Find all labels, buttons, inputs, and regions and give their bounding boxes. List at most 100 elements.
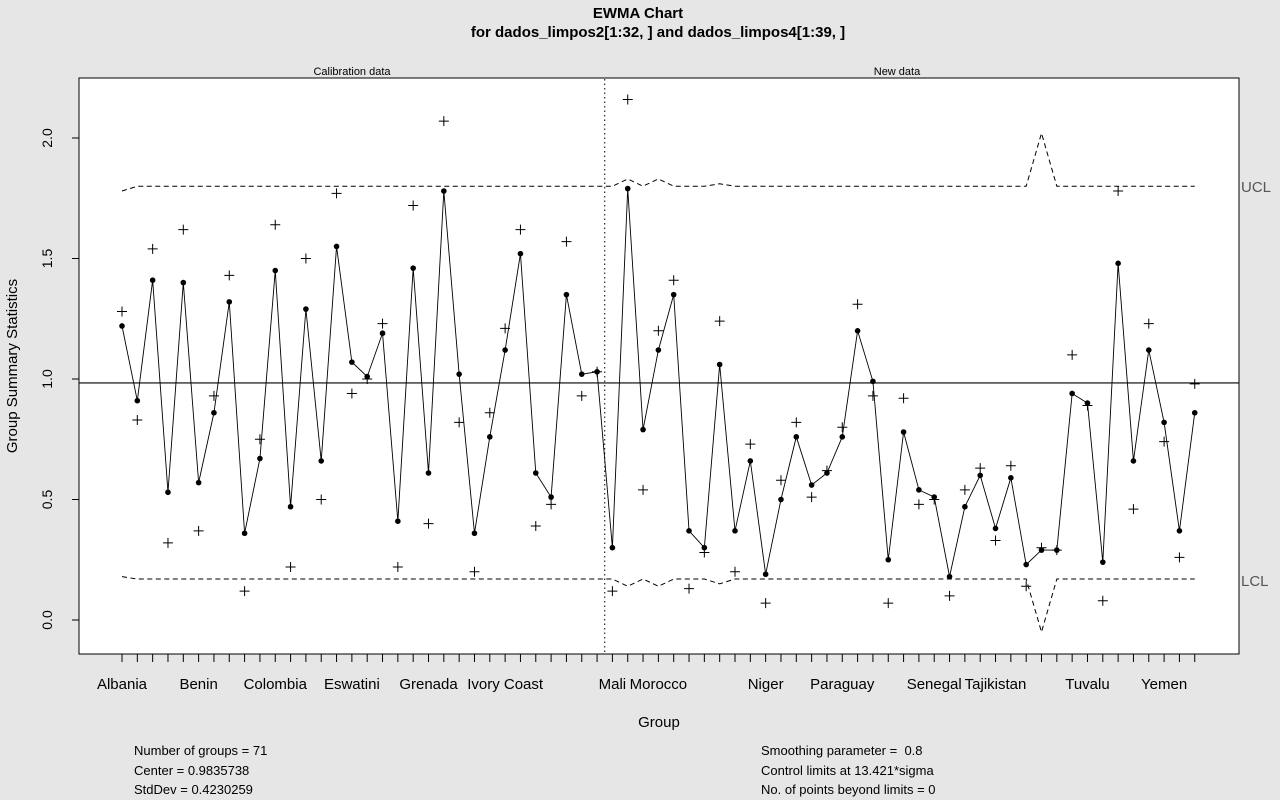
ewma-point xyxy=(793,434,800,440)
ewma-point xyxy=(854,328,861,334)
ewma-point xyxy=(379,330,386,337)
statistic-point xyxy=(929,494,940,505)
statistic-point xyxy=(775,475,786,486)
ewma-point xyxy=(992,525,999,532)
ewma-point xyxy=(916,487,922,493)
y-tick-label: 0.0 xyxy=(39,610,55,630)
statistic-point xyxy=(561,236,572,247)
ewma-point xyxy=(762,571,769,578)
statistic-point xyxy=(837,422,848,433)
statistic-point xyxy=(883,598,894,609)
statistic-point xyxy=(132,414,143,425)
statistic-point xyxy=(1082,400,1093,411)
chart-title: EWMA Chart xyxy=(593,5,683,22)
y-tick-label: 0.5 xyxy=(39,490,55,510)
ewma-point xyxy=(885,556,892,563)
ewma-point xyxy=(517,250,524,257)
stat-control-limits: Control limits at 13.421*sigma xyxy=(761,763,934,778)
ucl-label: UCL xyxy=(1241,179,1271,196)
y-tick-label: 1.5 xyxy=(39,249,55,269)
ewma-point xyxy=(747,458,754,464)
statistic-point xyxy=(1143,318,1154,329)
ewma-point xyxy=(686,528,692,534)
ewma-point xyxy=(257,455,263,462)
ewma-point xyxy=(333,243,340,250)
ewma-point xyxy=(548,494,554,500)
data-series xyxy=(117,94,1200,609)
statistic-point xyxy=(515,224,526,235)
x-tick-label: Tuvalu xyxy=(1065,676,1109,693)
ewma-point xyxy=(119,323,125,329)
statistic-point xyxy=(454,417,465,428)
statistic-point xyxy=(1036,542,1047,553)
ewma-point xyxy=(425,470,432,476)
x-tick-label: Eswatini xyxy=(324,676,380,693)
y-axis-label: Group Summary Statistics xyxy=(4,279,21,453)
ewma-point xyxy=(149,277,156,283)
statistic-point xyxy=(1174,552,1185,563)
ewma-point xyxy=(134,397,141,404)
statistic-point xyxy=(1005,460,1016,471)
statistic-point xyxy=(438,116,449,127)
statistic-point xyxy=(806,492,817,503)
statistic-point xyxy=(975,463,986,474)
statistic-point xyxy=(147,243,158,254)
statistic-point xyxy=(546,499,557,510)
ewma-point xyxy=(349,359,355,365)
statistic-point xyxy=(898,393,909,404)
plot-area xyxy=(78,77,1240,655)
ewma-point xyxy=(241,530,248,537)
statistic-point xyxy=(622,94,633,105)
ewma-point xyxy=(456,371,462,377)
statistic-point xyxy=(377,318,388,329)
statistic-point xyxy=(224,270,235,281)
ewma-point xyxy=(272,267,279,274)
statistic-point xyxy=(607,586,618,597)
ewma-point xyxy=(655,347,662,353)
statistic-point xyxy=(684,583,695,594)
statistic-point xyxy=(500,323,511,334)
ewma-point xyxy=(1191,409,1198,416)
ewma-point xyxy=(578,371,585,377)
stat-stddev: StdDev = 0.4230259 xyxy=(134,782,253,797)
ewma-point xyxy=(732,528,738,534)
statistic-point xyxy=(346,388,357,399)
x-tick-label: Niger xyxy=(748,676,784,693)
ewma-point xyxy=(1008,475,1014,481)
x-tick-label: Ivory Coast xyxy=(467,676,544,693)
statistic-point xyxy=(990,535,1001,546)
ewma-point xyxy=(471,530,478,537)
ewma-point xyxy=(1115,260,1121,267)
statistic-point xyxy=(469,566,480,577)
ewma-point xyxy=(900,429,907,435)
stat-number-of-groups: Number of groups = 71 xyxy=(134,743,268,758)
ewma-point xyxy=(180,279,187,286)
statistic-point xyxy=(484,407,495,418)
ewma-point xyxy=(532,470,539,476)
ewma-point xyxy=(563,291,570,298)
ewma-point xyxy=(502,347,508,353)
statistic-point xyxy=(208,390,219,401)
ewma-point xyxy=(211,409,217,416)
chart-subtitle: for dados_limpos2[1:32, ] and dados_limp… xyxy=(471,24,845,41)
x-tick-label: Albania xyxy=(97,676,148,693)
statistic-point xyxy=(362,374,373,384)
x-tick-label: Senegal xyxy=(907,676,962,693)
x-tick-label: Benin xyxy=(179,676,217,693)
ewma-point xyxy=(1176,528,1183,534)
ewma-point xyxy=(1023,561,1029,568)
stat-smoothing: Smoothing parameter = 0.8 xyxy=(761,743,923,758)
ewma-point xyxy=(1100,559,1106,565)
statistic-point xyxy=(1113,186,1124,197)
ewma-point xyxy=(609,544,616,551)
statistic-point xyxy=(1021,581,1032,592)
ewma-point xyxy=(1130,458,1137,464)
ewma-point xyxy=(165,489,171,496)
statistic-point xyxy=(408,200,419,211)
ewma-point xyxy=(640,426,646,433)
ewma-point xyxy=(778,496,784,503)
ucl-line xyxy=(121,131,1195,192)
statistic-point xyxy=(285,561,296,572)
ewma-point xyxy=(839,434,846,440)
statistic-point xyxy=(254,434,265,445)
